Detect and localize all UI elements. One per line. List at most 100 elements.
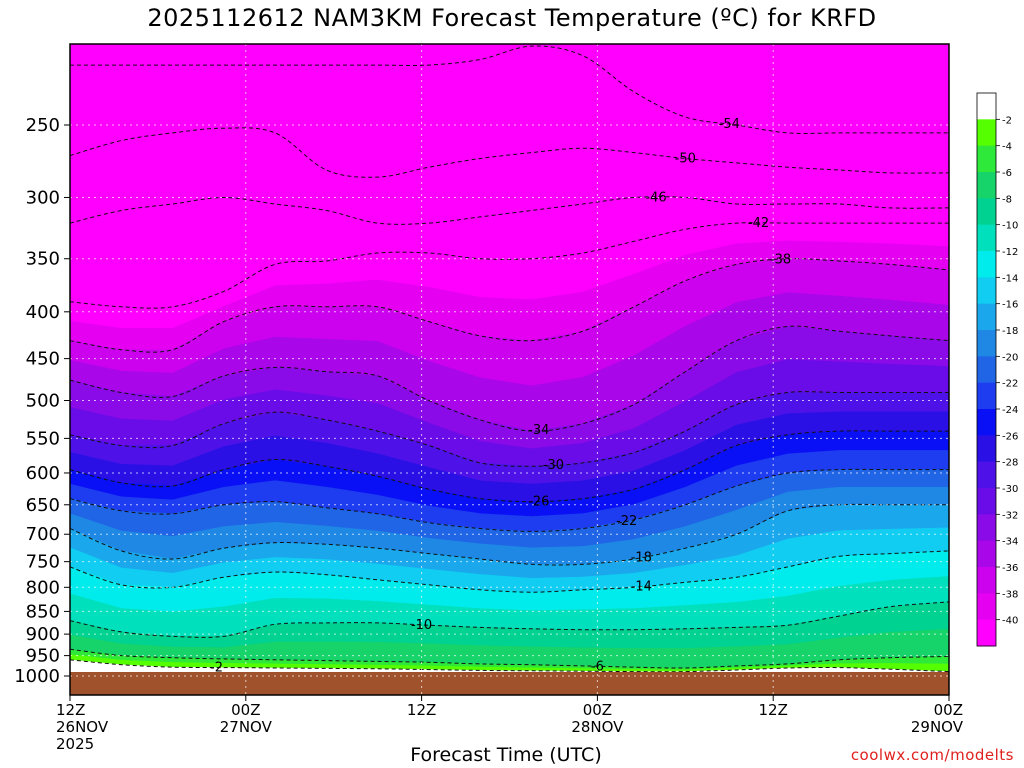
x-tick-label-12-0: 00Z [231, 701, 260, 719]
colorbar-label-2: -2 [1002, 115, 1012, 126]
colorbar-swatch-14 [977, 461, 996, 489]
colorbar-swatch-12 [977, 409, 996, 436]
x-tick-label-0-2: 2025 [56, 735, 94, 753]
y-axis: 250 300 350 400 450 500 550 600 650 700 750 800 850 9… [14, 115, 70, 687]
isotherm-line-34 [70, 325, 949, 432]
isotherm-line-38 [70, 258, 949, 353]
x-axis-title: Forecast Time (UTC) [410, 744, 602, 766]
colorbar-swatch-1 [977, 119, 996, 147]
colorbar-swatch-19 [977, 593, 996, 621]
isotherm-line-30 [70, 391, 949, 467]
y-tick-label-800: 800 [26, 577, 60, 598]
isotherm-label-30: -30 [543, 458, 564, 473]
y-tick-label-600: 600 [26, 463, 60, 484]
ground-layer [70, 672, 949, 695]
colorbar-label-14: -14 [1002, 273, 1018, 284]
colorbar-swatch-15 [977, 488, 996, 515]
isotherm-label-6: -6 [591, 659, 604, 674]
y-tick-label-850: 850 [26, 601, 60, 622]
y-tick-label-400: 400 [26, 302, 60, 323]
colorbar-label-20: -20 [1002, 352, 1018, 363]
colorbar-label-36: -36 [1002, 563, 1018, 574]
colorbar-label-10: -10 [1002, 221, 1018, 232]
isotherm-label-10: -10 [411, 618, 432, 633]
isotherm-line-2 [70, 659, 949, 673]
colorbar-swatch-7 [977, 277, 996, 305]
y-tick-label-700: 700 [26, 524, 60, 545]
colorbar-swatch-11 [977, 382, 996, 410]
colorbar-label-4: -4 [1002, 142, 1012, 153]
y-tick-label-750: 750 [26, 552, 60, 573]
temperature-fill-layer [70, 44, 949, 695]
isotherm-labels: -54 -50 -46 -42 -38 -34 -30 -26 -22 -18 -14 -10 -6 -2 [210, 117, 791, 676]
x-tick-label-60-0: 00Z [934, 701, 963, 719]
isotherm-line-50 [70, 127, 949, 178]
y-tick-label-500: 500 [26, 391, 60, 412]
chart-title: 2025112612 NAM3KM Forecast Temperature (… [147, 4, 877, 32]
x-tick-label-0-0: 12Z [56, 701, 85, 719]
isotherm-line-26 [70, 430, 949, 503]
grid-layer [69, 44, 950, 695]
colorbar-label-32: -32 [1002, 510, 1018, 521]
isotherm-label-50: -50 [675, 152, 696, 167]
colorbar-label-18: -18 [1002, 326, 1018, 337]
colorbar-border [976, 92, 997, 647]
colorbar-swatch-3 [977, 172, 996, 199]
isotherm-label-14: -14 [631, 580, 652, 595]
colorbar-label-8: -8 [1002, 194, 1012, 205]
colorbar-label-6: -6 [1002, 168, 1012, 179]
colorbar-label-40: -40 [1002, 616, 1018, 627]
x-tick-label-0-1: 26NOV [56, 718, 109, 736]
plot-border [69, 43, 950, 696]
colorbar-label-34: -34 [1002, 537, 1018, 548]
colorbar-swatch-17 [977, 540, 996, 568]
x-tick-label-24-0: 12Z [407, 701, 436, 719]
colorbar-label-12: -12 [1002, 247, 1018, 258]
y-tick-label-350: 350 [26, 249, 60, 270]
isotherm-line-42 [70, 222, 949, 309]
isotherm-label-26: -26 [528, 494, 549, 509]
isotherm-label-22: -22 [616, 514, 637, 529]
colorbar-swatch-5 [977, 224, 996, 252]
x-tick-label-36-1: 28NOV [571, 718, 624, 736]
isotherm-label-38: -38 [770, 253, 791, 268]
isotherm-label-42: -42 [748, 216, 769, 231]
plot-frame [69, 43, 950, 696]
isotherm-line-6 [70, 648, 949, 669]
isotherm-label-34: -34 [528, 423, 549, 438]
x-tick-label-60-1: 29NOV [911, 718, 964, 736]
colorbar-swatch-2 [977, 145, 996, 173]
colorbar-label-26: -26 [1002, 431, 1018, 442]
colorbar-swatch-10 [977, 356, 996, 384]
y-tick-label-550: 550 [26, 428, 60, 449]
colorbar-swatch-13 [977, 435, 996, 463]
colorbar-swatch-8 [977, 303, 996, 331]
y-tick-label-950: 950 [26, 646, 60, 667]
colorbar-swatch-16 [977, 514, 996, 542]
y-tick-label-250: 250 [26, 115, 60, 136]
isotherm-line-54 [70, 45, 949, 134]
colorbar-swatch-0 [977, 93, 996, 120]
isotherm-label-18: -18 [631, 550, 652, 565]
y-tick-label-300: 300 [26, 187, 60, 208]
isotherm-contour-layer [70, 45, 949, 673]
colorbar-swatch-18 [977, 567, 996, 594]
y-tick-label-450: 450 [26, 349, 60, 370]
x-tick-label-36-0: 00Z [583, 701, 612, 719]
colorbar-label-38: -38 [1002, 589, 1018, 600]
colorbar-swatch-20 [977, 619, 996, 647]
isotherm-label-54: -54 [719, 117, 740, 132]
y-tick-label-1000: 1000 [14, 666, 60, 687]
colorbar-legend: -2 -4 -6 -8 -10 -12 -14 -16 -18 -20 -22 -24 -26 -28 -3… [976, 92, 1018, 647]
y-tick-label-650: 650 [26, 495, 60, 516]
x-tick-label-12-1: 27NOV [220, 718, 273, 736]
colorbar-label-28: -28 [1002, 458, 1018, 469]
x-tick-label-48-0: 12Z [759, 701, 788, 719]
colorbar-label-16: -16 [1002, 300, 1018, 311]
isotherm-line-14 [70, 550, 949, 593]
isotherm-label-2: -2 [210, 661, 223, 676]
isotherm-label-46: -46 [645, 190, 666, 205]
isotherm-line-46 [70, 196, 949, 225]
